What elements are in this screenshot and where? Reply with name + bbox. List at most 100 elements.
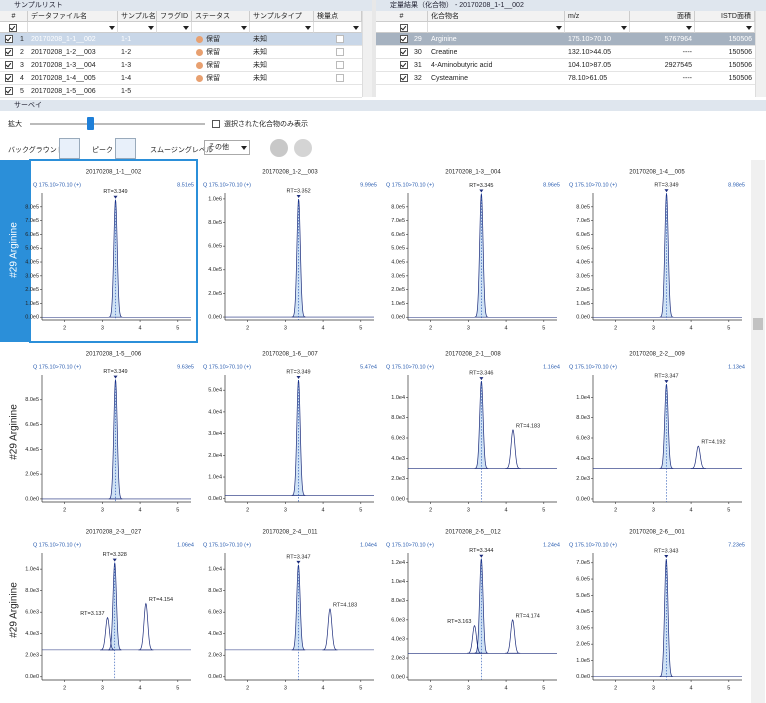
filter-arrow[interactable] <box>109 26 115 30</box>
x-tick-label: 5 <box>542 507 545 513</box>
compound-name: Cysteamine <box>431 75 468 82</box>
x-tick-label: 2 <box>63 325 66 331</box>
apex-marker <box>113 375 118 379</box>
y-tick-label: 5.0e5 <box>576 593 590 599</box>
chart-title: 20170208_2-2__009 <box>629 352 685 358</box>
y-tick-label: 7.0e5 <box>576 560 590 566</box>
filter-arrow[interactable] <box>556 26 562 30</box>
filter-arrow[interactable] <box>183 26 189 30</box>
background-button[interactable] <box>59 138 80 159</box>
checkbox[interactable] <box>336 61 344 69</box>
column-header: 化合物名 <box>428 11 565 22</box>
checkbox[interactable] <box>336 35 344 43</box>
checkbox[interactable] <box>5 61 13 69</box>
peak-button[interactable] <box>115 138 136 159</box>
checkbox[interactable] <box>400 61 408 69</box>
y-tick-label: 6.0e5 <box>25 422 39 428</box>
y-tick-label: 4.0e5 <box>25 259 39 265</box>
checkbox[interactable] <box>212 120 220 128</box>
peak-trace <box>99 616 116 651</box>
rt-label: RT=3.343 <box>654 548 678 554</box>
y-tick-label: 8.0e3 <box>391 598 405 604</box>
x-tick-label: 2 <box>429 325 432 331</box>
checkbox[interactable] <box>400 48 408 56</box>
x-tick-label: 4 <box>322 325 325 331</box>
y-tick-label: 0.0e0 <box>25 496 39 502</box>
y-tick-label: 0.0e0 <box>391 675 405 681</box>
row-label: #29 Arginine <box>9 222 20 278</box>
column-header: 面積 <box>630 11 695 22</box>
y-tick-label: 7.0e5 <box>576 218 590 224</box>
x-tick-label: 3 <box>284 325 287 331</box>
cancel-button[interactable] <box>270 139 288 157</box>
row-label: #29 Arginine <box>9 582 20 638</box>
x-tick-label: 2 <box>429 685 432 691</box>
table-row <box>0 33 362 46</box>
row-label: #29 Arginine <box>9 404 20 460</box>
channel-label: Q 175.10>70.10 (+) <box>203 182 251 188</box>
peak-trace <box>138 602 154 651</box>
filter-arrow[interactable] <box>353 26 359 30</box>
checkbox[interactable] <box>400 74 408 82</box>
column-header: # <box>0 11 28 22</box>
peak-trace <box>505 619 521 654</box>
filter-cell <box>118 22 157 33</box>
y-tick-label: 3.0e5 <box>576 625 590 631</box>
y-tick-label: 3.0e5 <box>576 273 590 279</box>
check-mark <box>400 61 407 68</box>
table-row <box>0 46 362 59</box>
check-mark <box>400 24 407 30</box>
filter-arrow[interactable] <box>241 26 247 30</box>
checkbox[interactable] <box>336 48 344 56</box>
sample-name: 1-3 <box>121 62 132 69</box>
column-header: ステータス <box>192 11 250 22</box>
checkbox[interactable] <box>336 74 344 82</box>
mz: 78.10>61.05 <box>568 75 608 82</box>
filter-arrow[interactable] <box>305 26 311 30</box>
filter-arrow[interactable] <box>686 26 692 30</box>
x-tick-label: 5 <box>542 325 545 331</box>
filter-arrow[interactable] <box>621 26 627 30</box>
y-tick-label: 5.0e4 <box>208 388 222 394</box>
y-tick-label: 4.0e3 <box>25 631 39 637</box>
rt-label: RT=4.183 <box>516 423 540 429</box>
filter-cell <box>0 22 28 33</box>
zoom-track[interactable] <box>30 123 205 125</box>
filter-arrow[interactable] <box>148 26 154 30</box>
checkbox[interactable] <box>5 35 13 43</box>
area: ---- <box>682 75 692 82</box>
smoothing-select[interactable]: その他 <box>204 140 250 155</box>
checkbox[interactable] <box>5 87 13 95</box>
channel-label: Q 175.10>70.10 (+) <box>386 364 434 370</box>
x-tick-label: 4 <box>690 507 693 513</box>
scrollbar <box>751 160 765 703</box>
checkbox[interactable] <box>5 48 13 56</box>
checkbox[interactable] <box>400 23 408 32</box>
sample-type: 未知 <box>253 62 267 69</box>
apply-button[interactable] <box>294 139 312 157</box>
check-mark <box>5 35 12 42</box>
filter-arrow[interactable] <box>746 26 752 30</box>
x-tick-label: 3 <box>101 325 104 331</box>
max-intensity: 5.47e4 <box>360 364 377 370</box>
y-tick-label: 1.0e6 <box>208 196 222 202</box>
y-tick-label: 8.0e5 <box>208 220 222 226</box>
peak-trace <box>466 624 483 654</box>
max-intensity: 9.63e5 <box>177 364 194 370</box>
y-tick-label: 0.0e0 <box>208 496 222 502</box>
y-tick-label: 2.0e5 <box>208 291 222 297</box>
y-tick-label: 6.0e3 <box>576 435 590 441</box>
y-tick-label: 2.0e4 <box>208 453 222 459</box>
channel-label: Q 175.10>70.10 (+) <box>33 364 81 370</box>
table-row <box>0 85 362 98</box>
checkbox[interactable] <box>400 35 408 43</box>
istd-area: 150506 <box>728 62 752 69</box>
chart-title: 20170208_2-5__012 <box>445 530 501 536</box>
channel-label: Q 175.10>70.10 (+) <box>569 182 617 188</box>
checkbox[interactable] <box>5 74 13 82</box>
area: 2927545 <box>664 62 692 69</box>
zoom-thumb[interactable] <box>87 117 94 130</box>
apex-marker <box>296 195 301 199</box>
x-tick-label: 3 <box>284 507 287 513</box>
checkbox[interactable] <box>9 23 17 32</box>
